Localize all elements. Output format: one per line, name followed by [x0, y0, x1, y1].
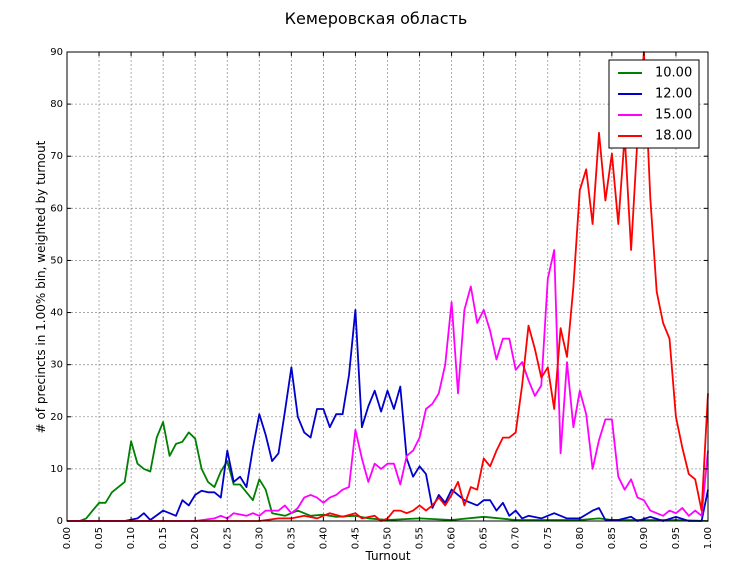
series-line-12.00 — [67, 308, 709, 522]
y-axis-label: # of precincts in 1.00% bin, weighted by… — [34, 140, 48, 433]
legend: 10.00 12.00 15.00 18.00 — [608, 59, 700, 149]
x-tick-label: 0.55 — [415, 527, 426, 549]
x-tick-label: 0.30 — [254, 527, 265, 549]
x-tick-label: 0.95 — [671, 527, 682, 549]
x-tick-label: 0.15 — [158, 527, 169, 549]
x-tick-label: 0.50 — [383, 527, 394, 549]
x-axis-label: Turnout — [364, 549, 410, 563]
y-tick-label: 80 — [50, 99, 63, 110]
x-tick-label: 0.40 — [318, 527, 329, 549]
legend-label: 15.00 — [655, 108, 692, 123]
y-tick-label: 0 — [57, 516, 63, 527]
y-tick-label: 40 — [50, 308, 63, 319]
legend-label: 10.00 — [655, 66, 692, 81]
x-tick-label: 0.65 — [479, 527, 490, 549]
y-tick-label: 20 — [50, 412, 63, 423]
x-tick-label: 0.90 — [639, 527, 650, 549]
x-tick-labels: 0.00 0.05 0.10 0.15 0.20 0.25 0.30 0.35 0.40 0.45… — [62, 52, 714, 549]
x-tick-label: 0.80 — [575, 527, 586, 549]
y-tick-label: 70 — [50, 151, 63, 162]
x-tick-label: 0.10 — [126, 527, 137, 549]
x-tick-label: 0.35 — [286, 527, 297, 549]
y-tick-label: 60 — [50, 203, 63, 214]
x-tick-label: 0.75 — [543, 527, 554, 549]
x-tick-label: 0.45 — [350, 527, 361, 549]
y-tick-label: 90 — [50, 47, 63, 58]
x-tick-label: 0.60 — [447, 527, 458, 549]
y-tick-label: 10 — [50, 464, 63, 475]
series-line-10.00 — [67, 421, 709, 522]
x-tick-label: 0.25 — [222, 527, 233, 549]
legend-label: 18.00 — [655, 129, 692, 144]
chart-title: Кемеровская область — [285, 9, 468, 28]
y-tick-label: 50 — [50, 255, 63, 266]
y-tick-labels: 0 10 20 30 40 50 60 70 80 90 — [50, 47, 708, 527]
x-tick-label: 0.00 — [62, 527, 73, 549]
x-tick-label: 0.05 — [94, 527, 105, 549]
legend-label: 12.00 — [655, 87, 692, 102]
grid-lines — [67, 52, 708, 521]
x-tick-label: 0.85 — [607, 527, 618, 549]
series-line-15.00 — [67, 249, 709, 522]
y-tick-label: 30 — [50, 360, 63, 371]
x-tick-label: 0.70 — [511, 527, 522, 549]
x-tick-label: 0.20 — [190, 527, 201, 549]
x-tick-label: 1.00 — [703, 527, 714, 549]
legend-box — [608, 59, 700, 149]
